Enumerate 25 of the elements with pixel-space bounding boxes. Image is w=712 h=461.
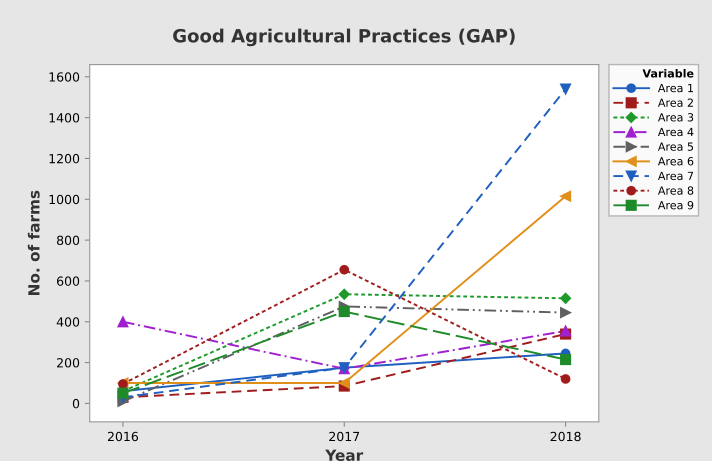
y-tick-label: 1000 <box>50 194 80 204</box>
legend-label: Area 5 <box>658 142 694 151</box>
y-tick-label: 1600 <box>50 72 80 82</box>
legend-label: Area 8 <box>658 186 694 195</box>
x-tick-label: 2016 <box>108 432 138 442</box>
chart-title: Good Agricultural Practices (GAP) <box>173 28 515 46</box>
x-tick-label: 2017 <box>329 432 360 442</box>
y-tick-label: 200 <box>57 358 80 368</box>
legend-title: Variable <box>642 68 694 78</box>
y-tick-label: 600 <box>57 276 80 286</box>
legend-label: Area 3 <box>658 113 694 122</box>
y-tick-label: 0 <box>72 398 80 408</box>
legend-label: Area 1 <box>658 84 693 92</box>
y-tick-label: 800 <box>56 236 80 246</box>
y-tick-label: 1400 <box>50 113 80 123</box>
legend-label: Area 4 <box>658 128 694 136</box>
legend-label: Area 2 <box>658 98 693 107</box>
y-tick-label: 1200 <box>50 154 80 164</box>
legend-label: Area 9 <box>658 200 694 210</box>
x-axis-title: Year <box>325 450 364 461</box>
legend-label: Area 7 <box>658 172 694 180</box>
x-tick-label: 2018 <box>550 432 581 442</box>
y-tick-label: 400 <box>56 317 80 327</box>
y-axis-title: No. of farms <box>28 190 40 295</box>
legend-label: Area 6 <box>658 157 694 166</box>
